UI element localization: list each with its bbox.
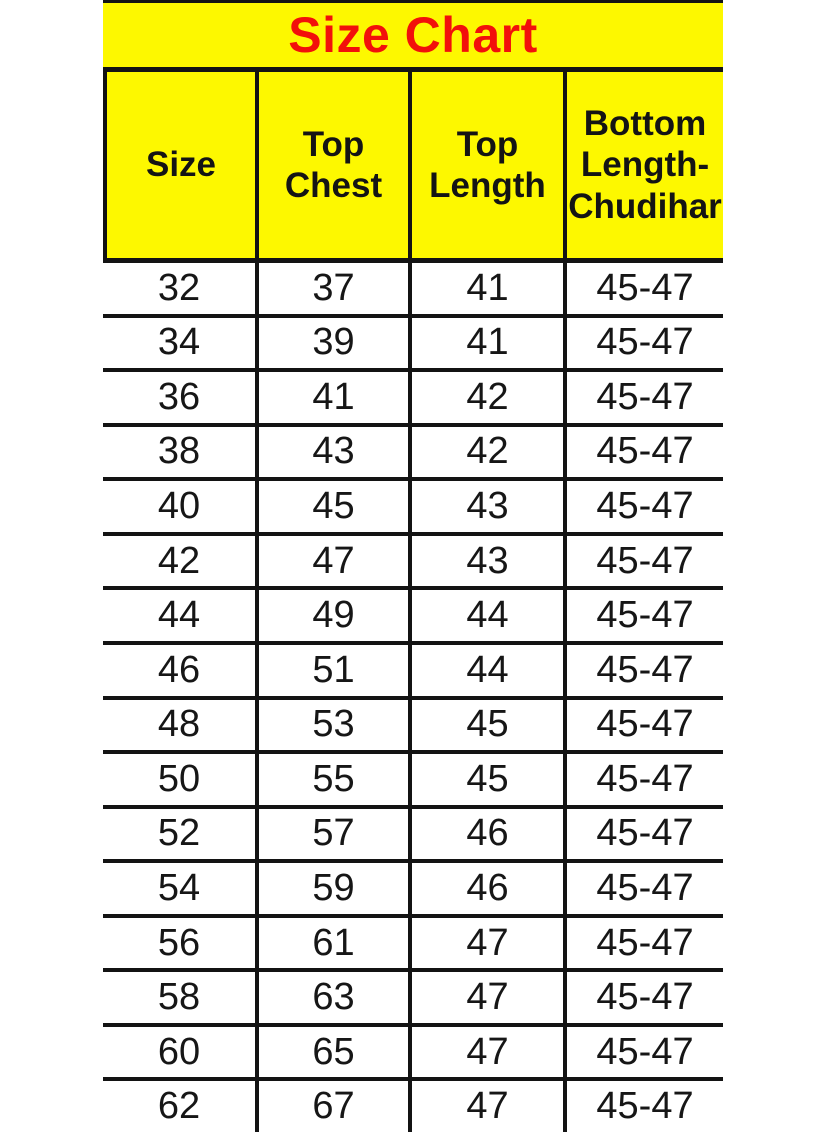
table-cell: 45-47 — [563, 917, 723, 969]
table-row: 60 65 47 45-47 — [103, 1022, 723, 1078]
table-cell: 42 — [157, 539, 201, 582]
table-cell: 38 — [157, 430, 201, 473]
table-row: 36 41 42 45-47 — [103, 368, 723, 423]
table-cell: 45-47 — [563, 699, 723, 751]
table-row: 44 49 44 45-47 — [103, 586, 723, 641]
table-cell: 55 — [255, 754, 408, 805]
table-row: 62 67 47 45-47 — [103, 1077, 723, 1132]
table-cell: 47 — [408, 972, 563, 1023]
table-cell: 62 — [157, 1085, 201, 1128]
table-row: 52 57 46 45-47 — [103, 804, 723, 860]
size-chart-table: Size Chart Size Top Chest Top Length Bot… — [103, 0, 723, 1132]
table-cell: 45-47 — [563, 535, 723, 587]
column-header-bottom-length-chudihar: Bottom Length-Chudihar — [563, 72, 723, 258]
table-cell: 61 — [255, 917, 408, 969]
table-cell: 56 — [157, 921, 201, 964]
table-cell: 46 — [408, 808, 563, 860]
table-cell: 54 — [157, 866, 201, 909]
table-cell: 58 — [157, 976, 201, 1019]
table-cell: 45-47 — [563, 754, 723, 805]
table-cell: 39 — [255, 317, 408, 369]
table-cell: 45 — [408, 699, 563, 751]
table-cell: 45 — [408, 754, 563, 805]
table-cell: 45-47 — [563, 1081, 723, 1132]
table-cell: 60 — [157, 1030, 201, 1073]
table-cell: 46 — [157, 648, 201, 691]
table-cell: 45 — [255, 481, 408, 532]
table-cell: 52 — [157, 812, 201, 855]
table-cell: 45-47 — [563, 481, 723, 532]
table-cell: 37 — [255, 263, 408, 314]
table-cell: 47 — [408, 1081, 563, 1132]
table-cell: 57 — [255, 808, 408, 860]
table-cell: 47 — [255, 535, 408, 587]
table-cell: 36 — [157, 375, 201, 418]
table-cell: 32 — [157, 266, 201, 309]
table-cell: 50 — [157, 757, 201, 800]
table-cell: 45-47 — [563, 972, 723, 1023]
table-row: 46 51 44 45-47 — [103, 640, 723, 696]
table-cell: 45-47 — [563, 372, 723, 423]
table-header-row: Size Top Chest Top Length Bottom Length-… — [103, 72, 723, 263]
table-cell: 41 — [255, 372, 408, 423]
table-cell: 65 — [255, 1026, 408, 1078]
table-cell: 45-47 — [563, 590, 723, 641]
table-row: 54 59 46 45-47 — [103, 859, 723, 914]
table-cell: 44 — [408, 644, 563, 696]
table-cell: 46 — [408, 863, 563, 914]
table-row: 34 39 41 45-47 — [103, 313, 723, 369]
table-cell: 49 — [255, 590, 408, 641]
table-cell: 59 — [255, 863, 408, 914]
table-cell: 43 — [408, 481, 563, 532]
table-cell: 44 — [157, 594, 201, 637]
table-cell: 43 — [408, 535, 563, 587]
table-cell: 40 — [157, 485, 201, 528]
table-cell: 63 — [255, 972, 408, 1023]
table-cell: 41 — [408, 317, 563, 369]
column-header-top-chest: Top Chest — [255, 72, 408, 258]
table-cell: 45-47 — [563, 644, 723, 696]
table-cell: 47 — [408, 1026, 563, 1078]
table-cell: 41 — [408, 263, 563, 314]
table-row: 32 37 41 45-47 — [103, 263, 723, 314]
table-row: 50 55 45 45-47 — [103, 750, 723, 805]
table-row: 42 47 43 45-47 — [103, 531, 723, 587]
table-cell: 45-47 — [563, 317, 723, 369]
title-band: Size Chart — [103, 0, 723, 72]
table-cell: 53 — [255, 699, 408, 751]
table-row: 48 53 45 45-47 — [103, 695, 723, 751]
chart-title: Size Chart — [288, 7, 538, 63]
table-cell: 67 — [255, 1081, 408, 1132]
table-cell: 42 — [408, 426, 563, 478]
table-cell: 48 — [157, 703, 201, 746]
table-row: 56 61 47 45-47 — [103, 913, 723, 969]
table-row: 58 63 47 45-47 — [103, 968, 723, 1023]
table-cell: 44 — [408, 590, 563, 641]
table-cell: 47 — [408, 917, 563, 969]
table-row: 40 45 43 45-47 — [103, 477, 723, 532]
table-cell: 34 — [157, 321, 201, 364]
table-cell: 42 — [408, 372, 563, 423]
table-cell: 45-47 — [563, 863, 723, 914]
table-row: 38 43 42 45-47 — [103, 422, 723, 478]
table-cell: 45-47 — [563, 263, 723, 314]
table-cell: 43 — [255, 426, 408, 478]
table-cell: 51 — [255, 644, 408, 696]
table-cell: 45-47 — [563, 808, 723, 860]
column-header-size: Size — [103, 72, 255, 258]
column-header-top-length: Top Length — [408, 72, 563, 258]
table-cell: 45-47 — [563, 1026, 723, 1078]
table-body: 32 37 41 45-47 34 39 41 45-47 36 41 42 45-47 38 43 42 4… — [103, 263, 723, 1132]
table-cell: 45-47 — [563, 426, 723, 478]
